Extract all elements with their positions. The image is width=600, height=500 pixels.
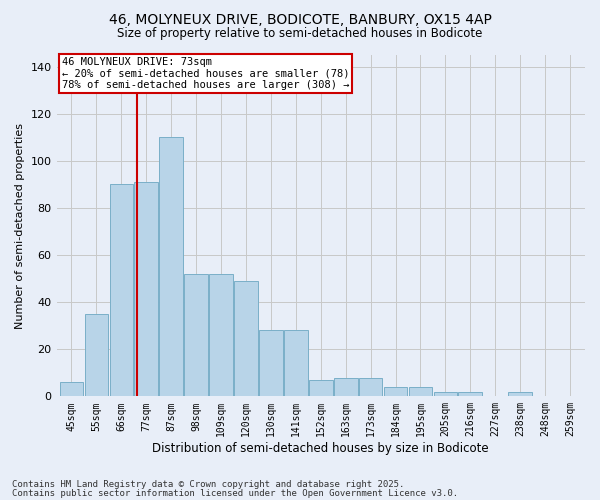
Bar bbox=[458, 392, 482, 396]
Bar bbox=[334, 378, 358, 396]
Bar bbox=[110, 184, 133, 396]
Bar bbox=[234, 281, 258, 396]
Bar bbox=[409, 387, 433, 396]
Bar bbox=[359, 378, 382, 396]
Bar bbox=[59, 382, 83, 396]
Bar bbox=[184, 274, 208, 396]
Bar bbox=[284, 330, 308, 396]
Bar bbox=[508, 392, 532, 396]
X-axis label: Distribution of semi-detached houses by size in Bodicote: Distribution of semi-detached houses by … bbox=[152, 442, 489, 455]
Bar bbox=[134, 182, 158, 396]
Bar bbox=[85, 314, 108, 396]
Bar bbox=[434, 392, 457, 396]
Bar bbox=[209, 274, 233, 396]
Text: Contains public sector information licensed under the Open Government Licence v3: Contains public sector information licen… bbox=[12, 488, 458, 498]
Bar bbox=[160, 138, 183, 396]
Text: 46, MOLYNEUX DRIVE, BODICOTE, BANBURY, OX15 4AP: 46, MOLYNEUX DRIVE, BODICOTE, BANBURY, O… bbox=[109, 12, 491, 26]
Text: Contains HM Land Registry data © Crown copyright and database right 2025.: Contains HM Land Registry data © Crown c… bbox=[12, 480, 404, 489]
Text: Size of property relative to semi-detached houses in Bodicote: Size of property relative to semi-detach… bbox=[118, 28, 482, 40]
Text: 46 MOLYNEUX DRIVE: 73sqm
← 20% of semi-detached houses are smaller (78)
78% of s: 46 MOLYNEUX DRIVE: 73sqm ← 20% of semi-d… bbox=[62, 56, 349, 90]
Bar bbox=[259, 330, 283, 396]
Y-axis label: Number of semi-detached properties: Number of semi-detached properties bbox=[15, 122, 25, 328]
Bar bbox=[384, 387, 407, 396]
Bar bbox=[309, 380, 332, 396]
